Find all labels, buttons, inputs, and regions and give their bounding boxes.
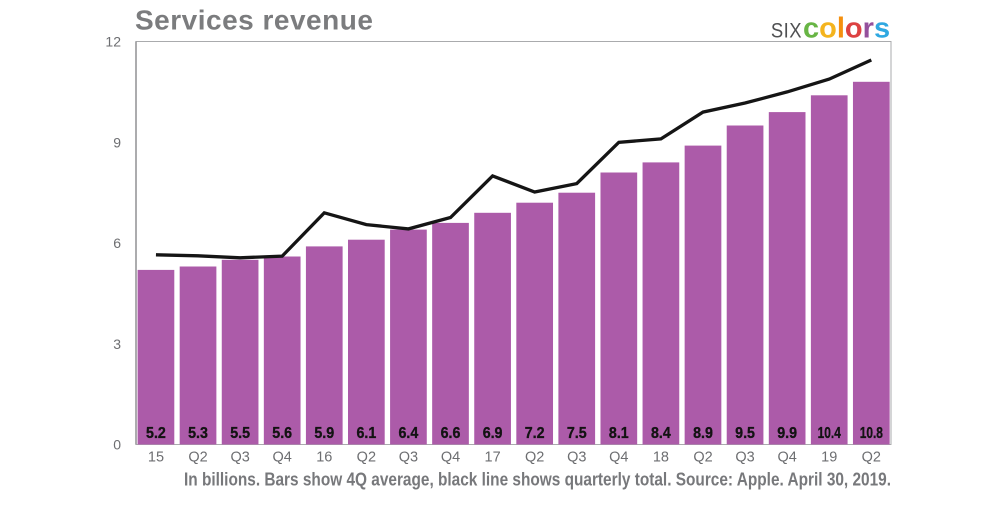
svg-text:Q2: Q2	[862, 450, 881, 466]
svg-text:8.1: 8.1	[609, 425, 629, 442]
svg-text:Q4: Q4	[273, 450, 292, 466]
svg-text:5.3: 5.3	[188, 425, 208, 442]
svg-text:SIX: SIX	[771, 19, 802, 42]
svg-text:In billions. Bars show 4Q aver: In billions. Bars show 4Q average, black…	[184, 469, 891, 490]
svg-text:colors: colors	[803, 13, 890, 45]
svg-text:3: 3	[113, 336, 121, 352]
svg-text:6.9: 6.9	[483, 425, 503, 442]
svg-text:8.4: 8.4	[651, 425, 671, 442]
svg-text:6.4: 6.4	[399, 425, 419, 442]
svg-text:Q3: Q3	[567, 450, 586, 466]
svg-text:Q3: Q3	[230, 450, 249, 466]
svg-text:Q4: Q4	[609, 450, 628, 466]
svg-text:9.9: 9.9	[777, 425, 797, 442]
svg-text:Q2: Q2	[188, 450, 207, 466]
svg-text:Q2: Q2	[357, 450, 376, 466]
svg-text:9.5: 9.5	[735, 425, 755, 442]
svg-text:10.4: 10.4	[818, 425, 841, 442]
svg-text:Services revenue: Services revenue	[135, 5, 373, 36]
svg-text:9: 9	[113, 134, 121, 150]
svg-text:Q2: Q2	[525, 450, 544, 466]
svg-text:Q4: Q4	[441, 450, 460, 466]
svg-text:6.6: 6.6	[441, 425, 461, 442]
svg-text:5.5: 5.5	[230, 425, 250, 442]
svg-text:6: 6	[113, 235, 121, 251]
svg-text:5.9: 5.9	[314, 425, 334, 442]
svg-text:Q3: Q3	[735, 450, 754, 466]
svg-text:0: 0	[113, 437, 121, 453]
svg-text:7.2: 7.2	[525, 425, 545, 442]
svg-text:12: 12	[105, 34, 121, 50]
svg-text:6.1: 6.1	[356, 425, 376, 442]
svg-text:Q2: Q2	[693, 450, 712, 466]
svg-text:Q3: Q3	[399, 450, 418, 466]
svg-text:17: 17	[485, 450, 501, 466]
svg-text:10.8: 10.8	[860, 425, 883, 442]
svg-text:5.2: 5.2	[146, 425, 166, 442]
svg-text:16: 16	[316, 450, 332, 466]
svg-text:7.5: 7.5	[567, 425, 587, 442]
svg-text:18: 18	[653, 450, 669, 466]
svg-text:Q4: Q4	[777, 450, 796, 466]
svg-text:8.9: 8.9	[693, 425, 713, 442]
svg-text:15: 15	[148, 450, 164, 466]
svg-text:5.6: 5.6	[272, 425, 292, 442]
svg-text:19: 19	[821, 450, 837, 466]
